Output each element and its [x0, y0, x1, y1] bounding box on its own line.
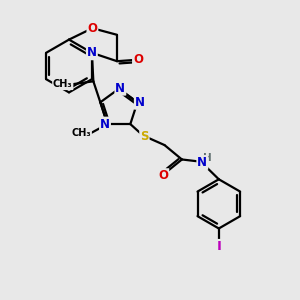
- Text: I: I: [216, 240, 221, 253]
- Text: N: N: [100, 118, 110, 130]
- Text: CH₃: CH₃: [53, 79, 73, 89]
- Text: H: H: [203, 153, 212, 163]
- Text: CH₃: CH₃: [71, 128, 91, 138]
- Text: N: N: [197, 156, 207, 169]
- Text: N: N: [116, 82, 125, 95]
- Text: O: O: [87, 22, 98, 35]
- Text: S: S: [140, 130, 149, 142]
- Text: O: O: [158, 169, 168, 182]
- Text: N: N: [87, 46, 97, 59]
- Text: N: N: [135, 96, 145, 109]
- Text: O: O: [133, 53, 143, 66]
